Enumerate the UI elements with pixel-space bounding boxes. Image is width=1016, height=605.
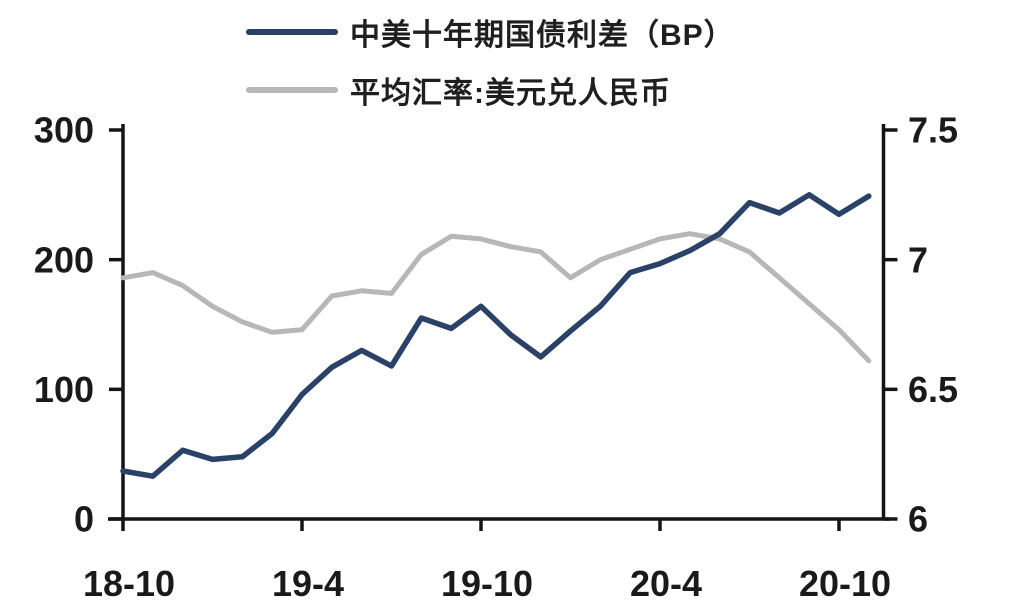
legend-label-exchange-rate: 平均汇率:美元兑人民币 — [350, 77, 671, 110]
legend-item-exchange-rate: 平均汇率:美元兑人民币 — [246, 64, 735, 116]
y-axis-right-tick-label: 7.5 — [908, 110, 958, 151]
y-axis-left-tick-label: 300 — [34, 110, 94, 151]
legend-line-swatch-exchange-rate — [246, 87, 338, 93]
y-axis-right-tick-label: 6 — [908, 499, 928, 540]
x-axis-tick-label: 20-4 — [630, 563, 702, 604]
series-line-spread — [120, 192, 872, 479]
y-axis-left-tick-label: 0 — [74, 499, 94, 540]
x-axis-tick-label: 19-10 — [441, 563, 533, 604]
legend: 中美十年期国债利差（BP） 平均汇率:美元兑人民币 — [246, 6, 735, 122]
y-axis-left-tick-label: 200 — [34, 239, 94, 280]
y-axis-right-tick-label: 6.5 — [908, 369, 958, 410]
legend-item-spread: 中美十年期国债利差（BP） — [246, 6, 735, 58]
legend-line-swatch-spread — [246, 29, 338, 35]
series-line-exchange-rate — [120, 231, 872, 364]
y-axis-left-tick-label: 100 — [34, 369, 94, 410]
x-axis-tick-label: 18-10 — [83, 563, 175, 604]
y-axis-right-tick-label: 7 — [908, 239, 928, 280]
x-axis-tick-label: 19-4 — [272, 563, 344, 604]
x-axis-tick-label: 20-10 — [799, 563, 891, 604]
legend-label-spread: 中美十年期国债利差（BP） — [350, 19, 735, 52]
